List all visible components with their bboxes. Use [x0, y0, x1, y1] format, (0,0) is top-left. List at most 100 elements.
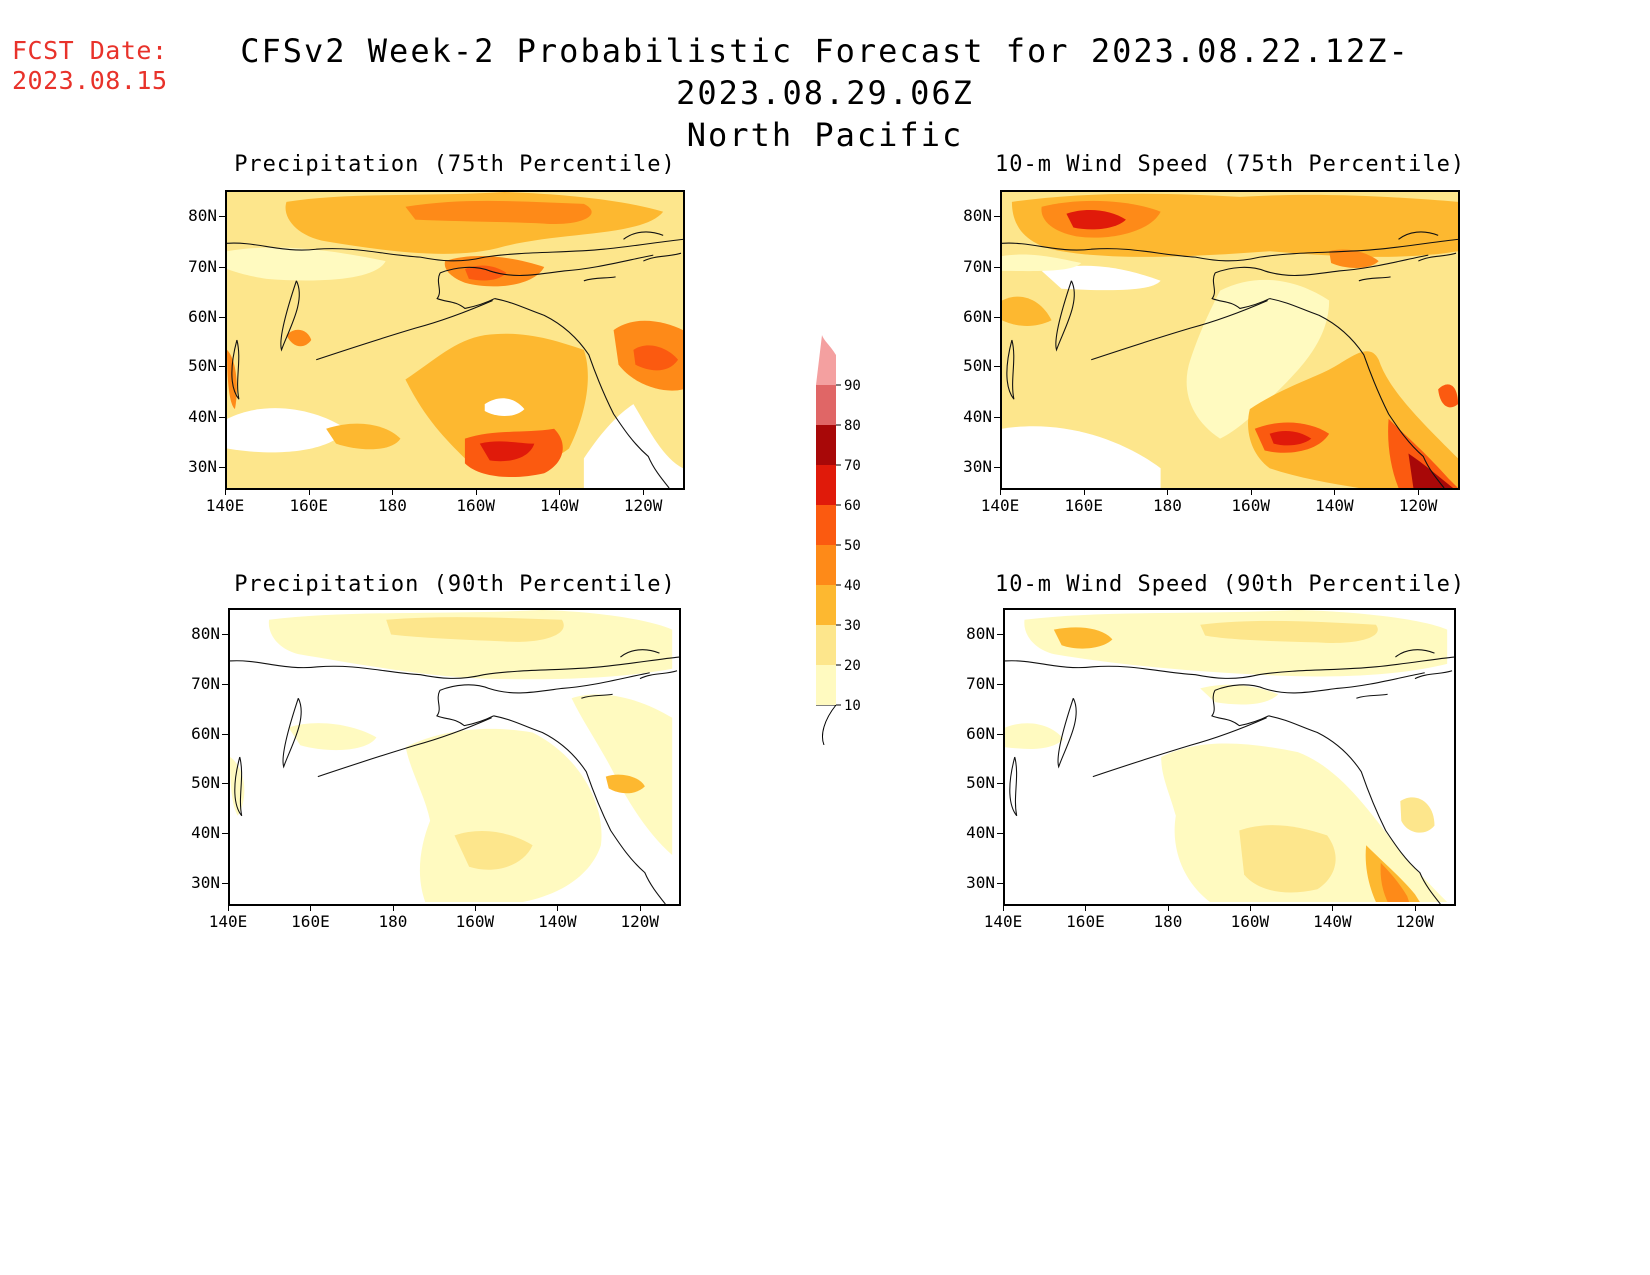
coastline	[1214, 672, 1425, 694]
lat-tick	[222, 882, 228, 884]
lon-tick	[1083, 490, 1085, 495]
coastline	[493, 715, 666, 904]
coastline	[1009, 756, 1018, 817]
lon-label: 120W	[623, 496, 663, 515]
lon-tick	[557, 906, 559, 911]
lat-label: 60N	[963, 306, 992, 326]
colorbar-swatch	[816, 425, 836, 465]
coastline	[227, 238, 683, 262]
lon-label: 160W	[1231, 496, 1270, 515]
title-line-1: CFSv2 Week-2 Probabilistic Forecast for …	[240, 32, 1410, 112]
lat-tick	[222, 832, 228, 834]
lat-label: 40N	[191, 822, 220, 842]
lat-tick	[222, 634, 228, 636]
colorbar-label: 60	[844, 498, 861, 514]
lon-tick	[475, 490, 477, 495]
panel-title-precip-90: Precipitation (90th Percentile)	[234, 572, 676, 597]
probability-contour	[1438, 384, 1458, 408]
probability-contour	[1388, 418, 1458, 488]
lon-label: 160E	[1064, 496, 1103, 515]
lon-tick	[559, 490, 561, 495]
lon-tick	[310, 906, 312, 911]
lat-tick	[997, 733, 1003, 735]
colorbar-label: 50	[844, 538, 861, 554]
coastline	[1214, 254, 1429, 277]
colorbar-label: 80	[844, 418, 861, 434]
lon-label: 160E	[1066, 912, 1105, 931]
coastline	[1091, 300, 1268, 361]
lon-tick	[474, 906, 476, 911]
colorbar-label: 90	[844, 378, 861, 394]
lat-label: 40N	[963, 406, 992, 426]
coastline	[439, 254, 654, 277]
lat-label: 30N	[963, 456, 992, 476]
lon-tick	[1250, 490, 1252, 495]
lon-tick	[643, 490, 645, 495]
probability-contour	[484, 398, 525, 416]
coastline	[1356, 649, 1453, 699]
coastline	[234, 756, 243, 817]
lon-tick	[1167, 490, 1169, 495]
map-canvas	[1005, 610, 1454, 904]
lat-tick	[994, 366, 1000, 368]
probability-contour	[1365, 845, 1420, 903]
lat-label: 30N	[191, 872, 220, 892]
probability-contour	[571, 694, 673, 855]
colorbar-label: 20	[844, 658, 861, 674]
coastline	[231, 339, 240, 400]
probability-contour	[1400, 797, 1435, 833]
coastline	[280, 280, 300, 352]
probability-contour	[227, 408, 346, 453]
lat-label: 80N	[966, 624, 995, 644]
lat-label: 50N	[963, 356, 992, 376]
panel-title-wind-75: 10-m Wind Speed (75th Percentile)	[995, 152, 1466, 177]
lon-label: 180	[1153, 912, 1183, 931]
lat-label: 50N	[188, 356, 217, 376]
forecast-date-label: FCST Date:	[12, 36, 168, 65]
probability-contour	[1005, 723, 1064, 749]
lon-label: 140E	[983, 912, 1023, 931]
probability-contour	[1002, 254, 1082, 272]
lat-tick	[994, 216, 1000, 218]
coastline	[583, 231, 682, 282]
probability-contour	[288, 723, 377, 751]
colorbar-swatch	[816, 545, 836, 585]
probability-contour	[1239, 825, 1336, 893]
colorbar-label: 70	[844, 458, 861, 474]
probability-contour	[1200, 684, 1279, 705]
lon-tick	[1334, 490, 1336, 495]
lat-label: 60N	[188, 306, 217, 326]
lat-tick	[997, 832, 1003, 834]
lon-tick	[225, 490, 226, 495]
colorbar-swatch	[816, 625, 836, 665]
coastline	[439, 672, 650, 694]
lat-label: 50N	[966, 773, 995, 793]
main-title: CFSv2 Week-2 Probabilistic Forecast for …	[150, 30, 1500, 156]
probability-contour	[405, 728, 602, 903]
map-wind-90th	[1003, 608, 1456, 906]
lat-tick	[219, 266, 225, 268]
probability-contour	[454, 830, 533, 870]
lat-label: 30N	[188, 456, 217, 476]
lon-label: 140E	[208, 912, 248, 931]
lon-label: 140E	[980, 496, 1020, 515]
probability-contour	[1066, 209, 1126, 230]
lon-tick	[1085, 906, 1087, 911]
probability-contour	[583, 404, 683, 488]
probability-contour	[1269, 431, 1312, 446]
probability-contour	[1329, 249, 1379, 268]
lat-tick	[997, 882, 1003, 884]
lon-tick	[392, 906, 394, 911]
coastline	[436, 690, 494, 727]
lat-label: 40N	[966, 822, 995, 842]
lon-label: 160E	[289, 496, 328, 515]
map-wind-75th	[1000, 190, 1460, 490]
lat-tick	[222, 783, 228, 785]
lat-label: 40N	[188, 406, 217, 426]
lon-label: 180	[1152, 496, 1182, 515]
coastline	[1268, 715, 1441, 904]
lon-label: 120W	[1395, 912, 1435, 931]
lat-label: 80N	[963, 206, 992, 226]
coastline	[1002, 238, 1458, 262]
map-precip-90th	[228, 608, 681, 906]
